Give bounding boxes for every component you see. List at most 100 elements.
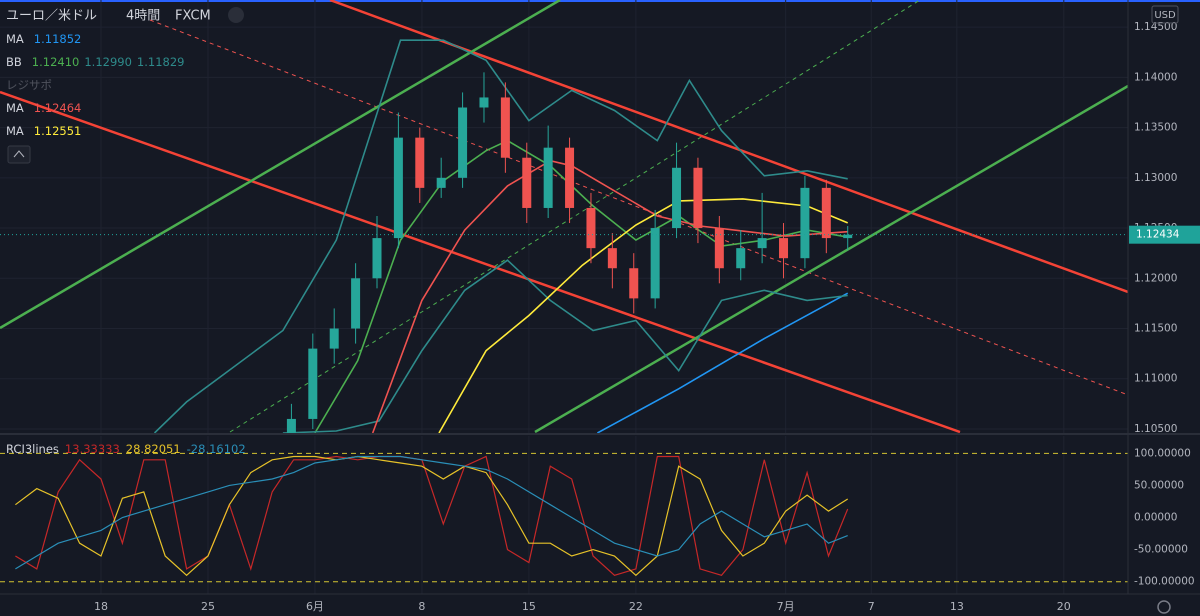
candle-body [650,228,660,299]
candle-body [629,268,639,299]
candle-body [693,167,703,229]
last-price-label: 1.12434 [1136,229,1180,241]
currency-box [1151,5,1179,24]
candle-body [436,177,446,188]
candle-body [308,348,318,419]
y-tick-label: 1.14500 [1134,21,1177,33]
candle-body [565,147,575,208]
interval: 4時間 [126,9,160,24]
legend: MA 1.11852 BB 1.12410 1.12990 1.11829 レジサポ MA 1.… [6,32,246,456]
x-tick-label: 8 [418,600,425,613]
rci-tick-label: 100.00000 [1134,447,1191,459]
rci-line [15,455,848,570]
candle-body [351,278,361,329]
source: FXCM [175,9,211,24]
legend-value: 1.11852 [34,32,82,46]
y-tick-label: 1.13000 [1134,172,1177,184]
visibility-toggle[interactable] [228,7,244,23]
indicator-line [282,259,848,433]
y-tick-label: 1.11500 [1134,323,1177,335]
candle-body [458,107,468,178]
x-tick-label: 15 [522,600,536,613]
channel-green-lower [534,84,1128,433]
drawings [0,0,1128,433]
indicator-line [371,159,848,433]
x-tick-label: 20 [1057,600,1071,613]
indicator-line [153,39,848,433]
legend-value: 1.12551 [34,124,82,138]
legend-name: MA [6,32,24,46]
legend-entry: MA 1.12464 [6,101,81,115]
y-tick-label: 1.12000 [1134,272,1177,284]
channel-red-lower [0,90,961,433]
x-tick-label: 7月 [777,600,795,613]
last-price-tag [1129,225,1200,244]
candle-body [500,97,510,158]
legend-name: MA [6,101,24,115]
x-tick-label: 6月 [306,600,324,613]
legend-entry: MA 1.11852 [6,32,81,46]
axes: 18 25 6月 8 15 22 7月 7 13 20 1.10500 1.11000 1.11500 1… [94,21,1200,613]
candle-body [800,187,810,259]
candle-body [329,328,339,349]
candle-body [393,137,403,239]
rci-tick-label: -50.00000 [1134,544,1188,556]
rci-legend-value: 13.33333 [65,442,120,456]
y-tick-label: 1.13500 [1134,122,1177,134]
candle-body [522,157,532,208]
legend-entry: レジサポ [6,78,52,92]
rci-title: RCI3lines [6,442,59,456]
candle-body [843,234,853,239]
indicator-line [438,198,849,433]
legend-entry: BB 1.12410 1.12990 1.11829 [6,55,184,69]
main-plot [0,39,1128,433]
collapse-icon [13,150,25,158]
y-tick-label: 1.10500 [1134,423,1177,435]
rci-line [15,455,849,576]
legend-name: レジサポ [6,78,52,92]
symbol: ユーロ／米ドル [6,9,97,24]
x-tick-label: 7 [868,600,875,613]
trend-dashed-red [149,19,1128,396]
settings-icon[interactable] [1157,600,1171,614]
candle-body [415,137,425,188]
candle-body [543,147,553,208]
y-tick-label: 1.11000 [1134,373,1177,385]
collapse-button[interactable] [7,145,31,164]
candle-body [672,167,682,229]
rci-legend: RCI3lines 13.33333 28.82051 -28.16102 [6,442,246,456]
rci-tick-label: 0.00000 [1134,512,1177,524]
candle-body [607,248,617,269]
y-tick-label: 1.14000 [1134,71,1177,83]
candle-body [714,228,724,269]
candle-body [779,238,789,259]
header: ユーロ／米ドル 4時間 FXCM [6,7,244,164]
grid [0,0,1128,594]
legend-entry: MA 1.12551 [6,124,81,138]
legend-value: 1.12410 [32,55,80,69]
rci-tick-label: -100.00000 [1134,576,1195,588]
rci-plot [0,452,1128,583]
candle-body [757,238,767,249]
rci-tick-label: 50.00000 [1134,479,1184,491]
candle-body [736,248,746,269]
rci-line [15,455,849,577]
x-tick-label: 13 [950,600,964,613]
indicator-line [597,292,849,433]
legend-name: MA [6,124,24,138]
candle-body [821,187,831,239]
legend-value: 1.12990 [84,55,132,69]
candle-body [479,97,489,108]
channel-green-upper [0,0,561,330]
candle-body [586,207,596,249]
x-tick-label: 25 [201,600,215,613]
currency: USD [1154,10,1176,21]
rci-legend-value: 28.82051 [126,442,181,456]
x-tick-label: 22 [629,600,643,613]
rci-legend-value: -28.16102 [187,442,246,456]
legend-value: 1.11829 [137,55,185,69]
legend-name: BB [6,55,22,69]
candle-body [372,238,382,279]
